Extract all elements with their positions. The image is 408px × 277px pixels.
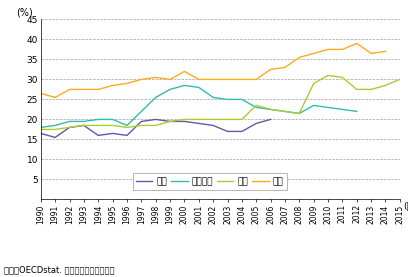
米国 <box>225 78 230 81</box>
フランス <box>282 110 287 113</box>
中国 <box>211 118 215 121</box>
米国 <box>110 84 115 87</box>
米国 <box>96 88 101 91</box>
中国 <box>139 124 144 127</box>
中国 <box>196 118 201 121</box>
フランス <box>254 106 259 109</box>
中国 <box>383 84 388 87</box>
フランス <box>311 104 316 107</box>
フランス <box>268 108 273 111</box>
フランス <box>124 124 129 127</box>
米国 <box>196 78 201 81</box>
英国 <box>82 124 86 127</box>
中国 <box>153 124 158 127</box>
Line: 英国: 英国 <box>41 119 271 137</box>
フランス <box>67 120 72 123</box>
英国 <box>53 136 58 139</box>
英国 <box>225 130 230 133</box>
中国 <box>168 120 173 123</box>
米国 <box>282 66 287 69</box>
フランス <box>196 86 201 89</box>
米国 <box>383 50 388 53</box>
フランス <box>239 98 244 101</box>
フランス <box>96 118 101 121</box>
中国 <box>397 78 402 81</box>
米国 <box>369 52 374 55</box>
中国 <box>254 104 259 107</box>
米国 <box>153 76 158 79</box>
中国 <box>96 124 101 127</box>
米国 <box>38 92 43 95</box>
米国 <box>326 48 330 51</box>
英国 <box>168 120 173 123</box>
米国 <box>182 70 187 73</box>
英国 <box>254 122 259 125</box>
フランス <box>297 112 302 115</box>
中国 <box>297 112 302 115</box>
Line: 中国: 中国 <box>41 75 400 129</box>
フランス <box>326 106 330 109</box>
米国 <box>297 56 302 59</box>
英国 <box>38 132 43 135</box>
英国 <box>239 130 244 133</box>
フランス <box>354 110 359 113</box>
フランス <box>110 118 115 121</box>
フランス <box>82 120 86 123</box>
Line: 米国: 米国 <box>41 43 386 98</box>
Text: (%): (%) <box>16 7 32 17</box>
中国 <box>67 126 72 129</box>
米国 <box>211 78 215 81</box>
米国 <box>239 78 244 81</box>
米国 <box>82 88 86 91</box>
Legend: 英国, フランス, 中国, 米国: 英国, フランス, 中国, 米国 <box>133 173 286 189</box>
Text: 資料：OECDstat. から経済産業省作成。: 資料：OECDstat. から経済産業省作成。 <box>4 265 115 274</box>
米国 <box>67 88 72 91</box>
英国 <box>124 134 129 137</box>
中国 <box>268 108 273 111</box>
英国 <box>182 120 187 123</box>
中国 <box>369 88 374 91</box>
米国 <box>139 78 144 81</box>
フランス <box>139 110 144 113</box>
中国 <box>311 82 316 85</box>
英国 <box>268 118 273 121</box>
フランス <box>340 108 345 111</box>
フランス <box>153 96 158 99</box>
中国 <box>53 128 58 131</box>
中国 <box>110 124 115 127</box>
中国 <box>38 128 43 131</box>
フランス <box>168 88 173 91</box>
フランス <box>211 96 215 99</box>
中国 <box>282 110 287 113</box>
フランス <box>53 124 58 127</box>
米国 <box>268 68 273 71</box>
Text: (年): (年) <box>404 201 408 210</box>
フランス <box>38 126 43 129</box>
英国 <box>139 120 144 123</box>
米国 <box>254 78 259 81</box>
米国 <box>340 48 345 51</box>
中国 <box>326 74 330 77</box>
米国 <box>354 42 359 45</box>
米国 <box>53 96 58 99</box>
中国 <box>182 118 187 121</box>
フランス <box>182 84 187 87</box>
英国 <box>96 134 101 137</box>
英国 <box>211 124 215 127</box>
中国 <box>124 126 129 129</box>
中国 <box>354 88 359 91</box>
中国 <box>82 124 86 127</box>
英国 <box>153 118 158 121</box>
米国 <box>124 82 129 85</box>
Line: フランス: フランス <box>41 85 357 127</box>
英国 <box>67 126 72 129</box>
英国 <box>196 122 201 125</box>
フランス <box>225 98 230 101</box>
中国 <box>340 76 345 79</box>
米国 <box>311 52 316 55</box>
英国 <box>110 132 115 135</box>
中国 <box>225 118 230 121</box>
米国 <box>168 78 173 81</box>
中国 <box>239 118 244 121</box>
